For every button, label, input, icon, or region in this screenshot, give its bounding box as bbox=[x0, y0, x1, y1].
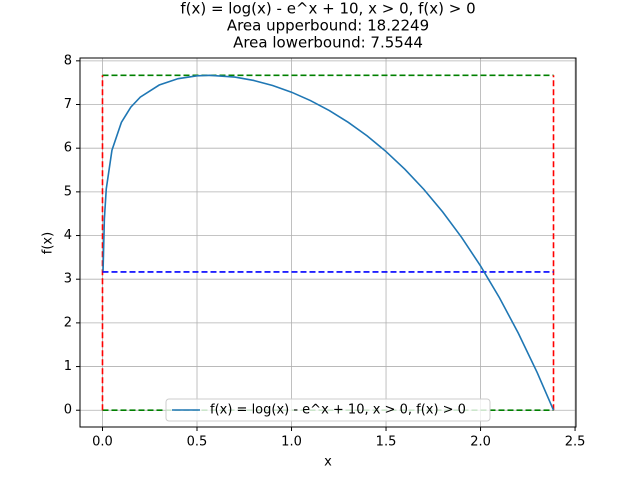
x-tick-label: 2.5 bbox=[565, 435, 586, 450]
y-tick-label: 2 bbox=[64, 315, 72, 330]
y-tick-label: 5 bbox=[64, 184, 72, 199]
x-tick-label: 2.0 bbox=[470, 435, 491, 450]
y-tick-label: 4 bbox=[64, 228, 72, 243]
y-tick-label: 0 bbox=[64, 403, 72, 418]
y-tick-label: 1 bbox=[64, 359, 72, 374]
y-axis-label: f(x) bbox=[41, 232, 56, 254]
chart-subtitle: Area lowerbound: 7.5544 bbox=[233, 34, 423, 52]
data-line bbox=[102, 74, 555, 411]
chart-subtitle: Area upperbound: 18.2249 bbox=[227, 17, 429, 35]
y-tick-label: 3 bbox=[64, 272, 72, 287]
y-tick-label: 6 bbox=[64, 141, 72, 156]
x-tick-label: 0.0 bbox=[92, 435, 113, 450]
plot-frame bbox=[79, 57, 577, 428]
chart-title: f(x) = log(x) - e^x + 10, x > 0, f(x) > … bbox=[180, 0, 475, 18]
x-tick-label: 1.5 bbox=[376, 435, 397, 450]
x-tick-label: 1.0 bbox=[281, 435, 302, 450]
x-tick-label: 0.5 bbox=[187, 435, 208, 450]
y-tick-label: 7 bbox=[64, 97, 72, 112]
legend-label: f(x) = log(x) - e^x + 10, x > 0, f(x) > … bbox=[210, 403, 466, 418]
x-axis-label: x bbox=[324, 455, 332, 470]
y-tick-label: 8 bbox=[64, 53, 72, 68]
legend-box bbox=[165, 398, 491, 422]
